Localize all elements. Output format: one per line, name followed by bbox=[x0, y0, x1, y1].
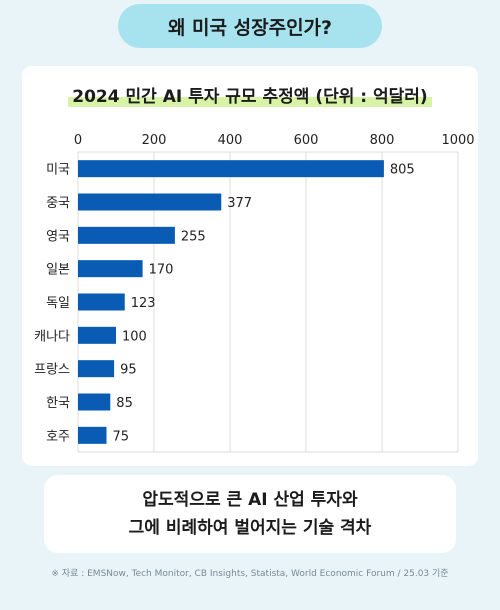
x-tick-label: 200 bbox=[142, 133, 167, 148]
data-label: 805 bbox=[390, 163, 415, 178]
x-tick-label: 800 bbox=[370, 133, 395, 148]
category-label: 일본 bbox=[46, 263, 70, 278]
x-tick-label: 0 bbox=[74, 133, 82, 148]
summary-line-1: 압도적으로 큰 AI 산업 투자와 bbox=[142, 490, 358, 510]
bar-chart: 0 200 400 600 800 1000 미국 805 중국 377 영국 255 일본 170 독일 1… bbox=[34, 133, 475, 453]
bar bbox=[78, 326, 116, 344]
category-label: 중국 bbox=[46, 196, 70, 211]
bar bbox=[78, 160, 384, 178]
data-label: 75 bbox=[113, 429, 130, 444]
bar bbox=[78, 193, 222, 211]
data-label: 85 bbox=[116, 396, 133, 411]
category-label: 캐나다 bbox=[34, 329, 70, 344]
data-label: 100 bbox=[122, 329, 147, 344]
data-label: 255 bbox=[181, 229, 206, 244]
chart-title: 2024 민간 AI 투자 규모 추정액 (단위 : 억달러) bbox=[22, 82, 478, 107]
summary-line-2: 그에 비례하여 벌어지는 기술 격차 bbox=[128, 518, 372, 538]
source-note: ※ 자료 : EMSNow, Tech Monitor, CB Insights… bbox=[51, 569, 449, 579]
summary-card: 압도적으로 큰 AI 산업 투자와 그에 비례하여 벌어지는 기술 격차 bbox=[44, 475, 456, 553]
data-label: 170 bbox=[149, 263, 174, 278]
x-tick-label: 400 bbox=[218, 133, 243, 148]
bar bbox=[78, 260, 143, 278]
category-label: 호주 bbox=[46, 429, 70, 444]
x-tick-label: 600 bbox=[294, 133, 319, 148]
category-label: 영국 bbox=[46, 229, 70, 244]
bar bbox=[78, 226, 175, 244]
chart-title-text: 2024 민간 AI 투자 규모 추정액 (단위 : 억달러) bbox=[68, 87, 432, 107]
category-label: 한국 bbox=[46, 396, 70, 411]
bar bbox=[78, 293, 125, 311]
bar bbox=[78, 360, 115, 378]
category-label: 미국 bbox=[46, 163, 70, 178]
data-label: 95 bbox=[120, 363, 137, 378]
chart-card: 2024 민간 AI 투자 규모 추정액 (단위 : 억달러) 0 200 400 6… bbox=[22, 66, 478, 466]
category-label: 독일 bbox=[46, 296, 70, 311]
bar bbox=[78, 426, 107, 444]
page-title: 왜 미국 성장주인가? bbox=[118, 4, 382, 48]
data-label: 123 bbox=[131, 296, 156, 311]
bar bbox=[78, 393, 111, 411]
category-label: 프랑스 bbox=[34, 363, 70, 378]
data-label: 377 bbox=[227, 196, 252, 211]
x-tick-label: 1000 bbox=[441, 133, 474, 148]
